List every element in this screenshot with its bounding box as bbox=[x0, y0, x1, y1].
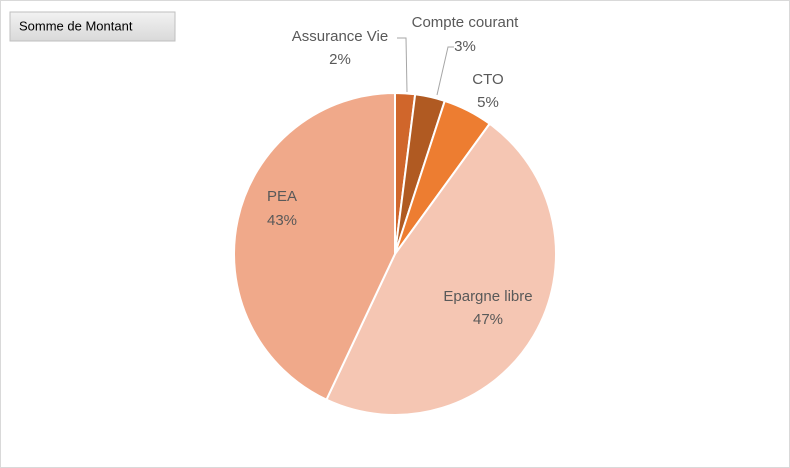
data-label-category: Epargne libre bbox=[443, 288, 532, 305]
data-label-value: 47% bbox=[473, 311, 503, 328]
data-label-category: Assurance Vie bbox=[292, 28, 388, 45]
data-label-category: CTO bbox=[472, 71, 503, 88]
leader-line bbox=[436, 46, 454, 96]
field-button[interactable] bbox=[9, 11, 176, 42]
data-label-category: PEA bbox=[267, 188, 297, 205]
chart-title: Somme de Montant bbox=[19, 18, 133, 33]
data-label-category: Compte courant bbox=[412, 14, 520, 31]
pie-slice bbox=[233, 91, 396, 402]
data-label-value: 2% bbox=[329, 51, 351, 68]
leader-line bbox=[397, 37, 408, 93]
data-label-value: 5% bbox=[477, 94, 499, 111]
pie-slice bbox=[325, 122, 557, 416]
data-label-value: 3% bbox=[454, 38, 476, 55]
data-label-value: 43% bbox=[267, 212, 297, 229]
